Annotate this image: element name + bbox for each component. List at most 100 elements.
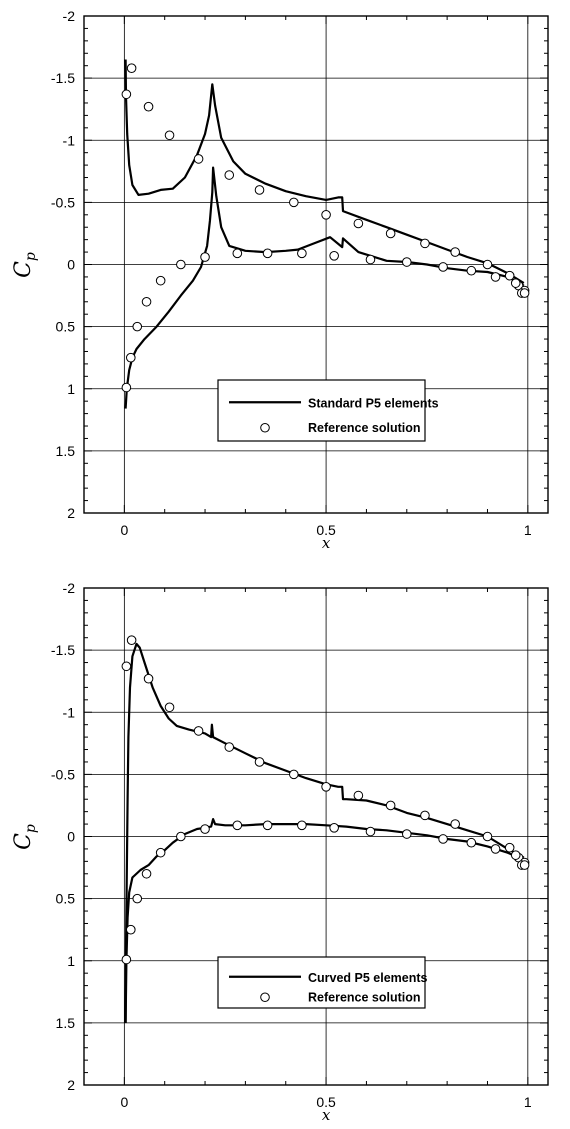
data-point [450, 247, 461, 257]
legend: Curved P5 elements Reference solution [217, 956, 428, 1009]
data-point [365, 254, 376, 265]
data-point [232, 820, 243, 831]
x-tick-label: 1 [524, 1094, 532, 1110]
series-line-surface-0 [124, 642, 525, 1023]
x-tick-label: 0.5 [316, 522, 336, 538]
series-line-surface-1 [124, 166, 525, 409]
data-point [519, 860, 530, 870]
data-point [121, 954, 132, 965]
y-tick-label: -1.5 [51, 642, 75, 658]
y-tick-label: -0.5 [51, 194, 75, 210]
data-point [121, 661, 132, 672]
y-tick-label: 2 [67, 1077, 75, 1093]
y-tick-label: 0.5 [56, 319, 76, 335]
legend-entry-label: Reference solution [308, 421, 421, 435]
series-0 [124, 59, 525, 409]
data-point [164, 130, 175, 141]
data-point [232, 248, 243, 259]
data-point [466, 265, 477, 276]
data-point [329, 823, 339, 833]
data-point [224, 742, 235, 752]
legend-entry-label: Standard P5 elements [308, 396, 439, 410]
data-point [353, 790, 364, 801]
x-tick-label: 0.5 [316, 1094, 336, 1110]
x-axis-label: x [322, 534, 331, 552]
grid [84, 587, 548, 1086]
y-tick-label: -0.5 [51, 766, 75, 782]
series-line-surface-1 [124, 818, 525, 1023]
data-point [200, 252, 210, 262]
data-point [143, 673, 154, 684]
data-point [466, 837, 477, 848]
series-line-surface-0 [124, 59, 525, 285]
data-point [297, 248, 307, 259]
data-point [420, 238, 430, 249]
y-tick-label: 2 [67, 505, 75, 521]
y-tick-label: 1.5 [56, 1015, 76, 1031]
data-point [126, 352, 136, 363]
y-tick-label: 1.5 [56, 443, 76, 459]
x-tick-label: 0 [120, 1094, 128, 1110]
data-point [121, 382, 132, 393]
chart-curved-p5: -2 -1.5 -1 -0.5 0 0.5 1 1.5 2 0 0.5 1 x Cp Curved P5 e… [11, 580, 549, 1124]
y-axis-label: Cp [11, 824, 39, 850]
legend-box [217, 956, 426, 1009]
data-point [193, 726, 204, 736]
data-point [438, 834, 448, 844]
legend-entry-label: Reference solution [308, 990, 421, 1004]
data-point [289, 197, 299, 208]
data-point [329, 251, 339, 261]
data-point [141, 868, 152, 879]
data-point [490, 844, 501, 854]
legend-circle-symbol [260, 422, 270, 433]
data-point [176, 259, 186, 270]
x-tick-label: 0 [120, 522, 128, 538]
data-point [353, 218, 364, 229]
data-point [321, 782, 331, 792]
data-point [224, 170, 235, 180]
legend-entry-label: Curved P5 elements [308, 971, 428, 985]
plot-frame [83, 587, 549, 1086]
data-point [262, 248, 273, 259]
data-point [504, 270, 515, 281]
data-point [420, 810, 430, 821]
data-point [482, 259, 493, 270]
data-point [490, 272, 501, 282]
data-point [297, 820, 307, 831]
data-point [510, 278, 521, 288]
data-point [510, 850, 521, 860]
data-point [254, 757, 265, 767]
data-point [132, 321, 143, 332]
legend: Standard P5 elements Reference solution [217, 379, 439, 442]
y-tick-label: 0 [67, 257, 75, 273]
data-point [519, 288, 530, 298]
y-tick-label: -1.5 [51, 70, 75, 86]
data-point [155, 847, 166, 858]
data-point [401, 829, 412, 839]
data-point [193, 154, 204, 164]
y-tick-label: -2 [63, 8, 76, 24]
data-point [321, 210, 331, 220]
data-point [401, 257, 412, 267]
y-tick-label: 1 [67, 953, 75, 969]
data-point [126, 924, 136, 935]
data-point [504, 842, 515, 853]
y-tick-label: -1 [63, 704, 76, 720]
x-tick-label: 1 [524, 522, 532, 538]
y-axis-label: Cp [11, 252, 39, 278]
data-point [155, 275, 166, 286]
legend-box [217, 379, 426, 442]
series-1 [121, 63, 530, 393]
data-point [126, 63, 137, 73]
data-point [438, 262, 448, 272]
y-tick-label: -2 [63, 580, 76, 596]
data-point [482, 831, 493, 842]
y-tick-label: -1 [63, 132, 76, 148]
data-point [385, 800, 396, 811]
data-point [141, 296, 152, 307]
y-tick-label: 1 [67, 381, 75, 397]
plot-frame [83, 15, 549, 514]
data-point [450, 819, 461, 829]
data-point [121, 89, 132, 100]
